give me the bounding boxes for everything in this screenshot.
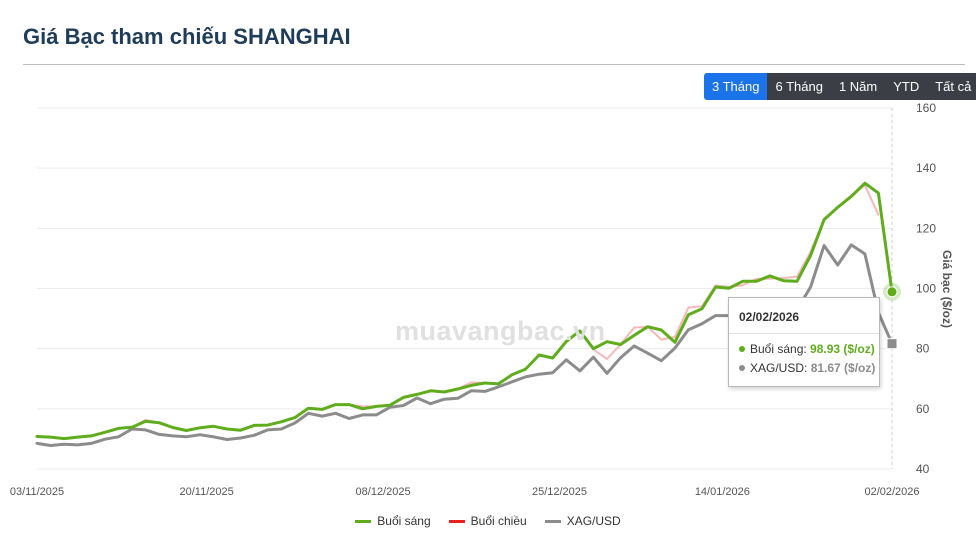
legend-item-xag[interactable]: XAG/USD [544, 514, 621, 528]
y-tick-label: 140 [916, 161, 936, 175]
y-axis-label: Giá bạc ($/oz) [940, 250, 954, 328]
tooltip-morning-dot [739, 345, 745, 352]
x-tick-label: 25/12/2025 [532, 486, 587, 498]
tooltip-xag-value: 81.67 ($/oz) [810, 361, 876, 375]
legend-item-afternoon[interactable]: Buổi chiều [448, 514, 527, 528]
marker-morning [886, 286, 898, 298]
y-tick-label: 120 [916, 221, 936, 235]
legend-label-morning: Buổi sáng [377, 514, 431, 528]
range-1y-button[interactable]: 1 Năm [830, 73, 886, 100]
y-tick-label: 80 [916, 342, 930, 356]
tooltip-xag-label: XAG/USD: [750, 361, 811, 375]
x-tick-label: 02/02/2026 [864, 486, 919, 498]
legend-item-morning[interactable]: Buổi sáng [355, 514, 431, 528]
legend-swatch-xag [544, 519, 561, 523]
marker-xag [886, 338, 898, 350]
tooltip-divider [729, 333, 879, 334]
y-tick-label: 100 [916, 282, 936, 296]
legend-swatch-morning [355, 519, 372, 523]
series-line [35, 181, 894, 441]
range-6m-button[interactable]: 6 Tháng [767, 73, 831, 100]
page-title: Giá Bạc tham chiếu SHANGHAI [23, 24, 351, 49]
range-all-button[interactable]: Tất cả [927, 73, 976, 100]
legend-label-xag: XAG/USD [566, 514, 621, 528]
tooltip-morning-label: Buổi sáng: [750, 342, 811, 356]
legend-swatch-afternoon [448, 519, 465, 523]
x-tick-label: 20/11/2025 [180, 486, 234, 498]
y-tick-label: 40 [916, 462, 930, 476]
tooltip-row-xag: XAG/USD: 81.67 ($/oz) [739, 361, 875, 375]
watermark: muavangbac.vn [395, 316, 606, 346]
title-divider [23, 64, 965, 65]
tooltip-date: 02/02/2026 [739, 310, 800, 324]
y-axis-ticks: 40 60 80 100 120 140 160 [916, 101, 936, 476]
x-tick-label: 14/01/2026 [695, 486, 750, 498]
x-tick-label: 03/11/2025 [10, 486, 64, 498]
y-tick-label: 60 [916, 402, 930, 416]
x-axis-ticks: 03/11/2025 20/11/2025 08/12/2025 25/12/2025… [10, 486, 920, 498]
hover-markers [883, 282, 901, 350]
tooltip-xag-dot [739, 364, 745, 371]
range-ytd-button[interactable]: YTD [885, 73, 928, 100]
grid-lines [37, 107, 892, 470]
chart-legend: Buổi sáng Buổi chiều XAG/USD [0, 514, 976, 528]
range-3m-button[interactable]: 3 Tháng [704, 73, 768, 100]
y-tick-label: 160 [916, 101, 936, 115]
x-tick-label: 08/12/2025 [356, 486, 411, 498]
tooltip-row-morning: Buổi sáng: 98.93 ($/oz) [739, 342, 875, 356]
range-selector: 3 Tháng 6 Tháng 1 Năm YTD Tất cả [704, 73, 976, 100]
tooltip-morning-value: 98.93 ($/oz) [810, 342, 875, 356]
tooltip: 02/02/2026 Buổi sáng: 98.93 ($/oz) XAG/U… [728, 297, 880, 387]
legend-label-afternoon: Buổi chiều [470, 514, 527, 528]
